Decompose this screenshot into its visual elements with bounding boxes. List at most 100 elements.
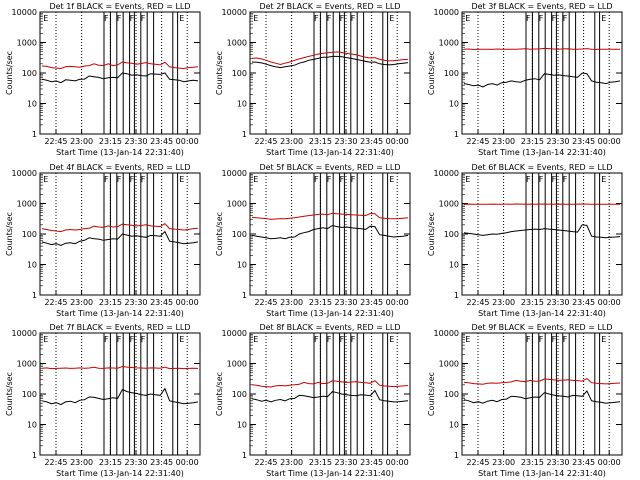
y-tick-label-9: 1000 bbox=[439, 360, 459, 369]
x-tick-label-4: 22:45 bbox=[44, 298, 67, 307]
x-tick-label-2: 23:15 bbox=[309, 137, 332, 146]
flag-label-9: F bbox=[539, 335, 544, 344]
flag-label-3: E bbox=[465, 14, 470, 23]
flag-label-1: E bbox=[43, 14, 48, 23]
y-tick-label-3: 10000 bbox=[434, 8, 459, 17]
x-tick-label-5: 23:30 bbox=[334, 298, 357, 307]
chart-title-2: Det 2f BLACK = Events, RED = LLD bbox=[259, 2, 400, 11]
flag-label-5: F bbox=[327, 175, 332, 184]
flag-label-1: F bbox=[130, 14, 135, 23]
y-axis-label-2: Counts/sec bbox=[215, 51, 224, 95]
y-tick-label-2: 10000 bbox=[222, 8, 247, 17]
x-tick-label-7: 22:45 bbox=[44, 458, 67, 467]
flag-label-1: E bbox=[179, 14, 184, 23]
flag-label-1: F bbox=[117, 14, 122, 23]
flag-label-6: F bbox=[526, 175, 531, 184]
y-axis-label-7: Counts/sec bbox=[5, 372, 14, 416]
y-tick-label-6: 1 bbox=[454, 291, 459, 300]
y-tick-label-8: 10 bbox=[237, 421, 247, 430]
flag-label-6: F bbox=[539, 175, 544, 184]
x-tick-label-1: 23:15 bbox=[99, 137, 122, 146]
flag-label-7: F bbox=[117, 335, 122, 344]
x-tick-label-4: 23:00 bbox=[70, 298, 93, 307]
flag-label-1: F bbox=[104, 14, 109, 23]
y-tick-label-1: 100 bbox=[22, 69, 37, 78]
flag-label-6: E bbox=[465, 175, 470, 184]
flag-label-5: F bbox=[340, 175, 345, 184]
x-tick-label-4: 23:45 bbox=[150, 298, 173, 307]
x-tick-label-1: 22:45 bbox=[44, 137, 67, 146]
x-tick-label-8: 23:30 bbox=[334, 458, 357, 467]
events-series-3 bbox=[463, 72, 621, 88]
x-tick-label-7: 00:00 bbox=[176, 458, 199, 467]
plot-frame-4 bbox=[39, 172, 201, 296]
x-axis-label-4: Start Time (13-Jan-14 22:31:40) bbox=[56, 309, 184, 318]
x-tick-label-7: 23:00 bbox=[70, 458, 93, 467]
flag-label-2: F bbox=[314, 14, 319, 23]
plot-frame-6 bbox=[461, 172, 623, 296]
flag-label-8: F bbox=[314, 335, 319, 344]
x-tick-label-1: 23:30 bbox=[124, 137, 147, 146]
flag-label-3: F bbox=[552, 14, 557, 23]
x-tick-label-5: 00:00 bbox=[386, 298, 409, 307]
plot-frame-1 bbox=[39, 11, 201, 135]
y-tick-label-5: 1000 bbox=[227, 200, 247, 209]
flag-label-8: F bbox=[351, 335, 356, 344]
y-tick-label-4: 10 bbox=[27, 261, 37, 270]
lld-series-2 bbox=[251, 51, 409, 66]
x-tick-label-6: 23:45 bbox=[572, 298, 595, 307]
x-axis-label-1: Start Time (13-Jan-14 22:31:40) bbox=[56, 148, 184, 157]
y-tick-label-4: 10000 bbox=[12, 169, 37, 178]
x-tick-label-2: 23:00 bbox=[280, 137, 303, 146]
flag-label-8: E bbox=[389, 335, 394, 344]
lld-series-1 bbox=[41, 61, 199, 70]
x-axis-label-2: Start Time (13-Jan-14 22:31:40) bbox=[266, 148, 394, 157]
x-tick-label-9: 22:45 bbox=[466, 458, 489, 467]
y-tick-label-5: 10 bbox=[237, 261, 247, 270]
chart-title-9: Det 9f BLACK = Events, RED = LLD bbox=[471, 323, 612, 332]
flag-label-4: E bbox=[179, 175, 184, 184]
x-tick-label-9: 23:30 bbox=[546, 458, 569, 467]
x-tick-label-2: 22:45 bbox=[254, 137, 277, 146]
x-tick-label-8: 23:00 bbox=[280, 458, 303, 467]
x-axis-label-3: Start Time (13-Jan-14 22:31:40) bbox=[478, 148, 606, 157]
x-tick-label-8: 23:15 bbox=[309, 458, 332, 467]
chart-title-7: Det 7f BLACK = Events, RED = LLD bbox=[49, 323, 190, 332]
x-tick-label-9: 23:15 bbox=[521, 458, 544, 467]
y-tick-label-9: 100 bbox=[444, 390, 459, 399]
plot-frame-2 bbox=[249, 11, 411, 135]
y-tick-label-8: 10000 bbox=[222, 329, 247, 338]
flag-label-4: F bbox=[104, 175, 109, 184]
y-tick-label-2: 1 bbox=[242, 130, 247, 139]
y-tick-label-7: 10 bbox=[27, 421, 37, 430]
y-tick-label-7: 100 bbox=[22, 390, 37, 399]
flag-label-2: E bbox=[253, 14, 258, 23]
flag-label-5: F bbox=[351, 175, 356, 184]
y-axis-label-3: Counts/sec bbox=[427, 51, 436, 95]
flag-label-2: F bbox=[351, 14, 356, 23]
y-tick-label-9: 1 bbox=[454, 451, 459, 460]
x-tick-label-9: 00:00 bbox=[598, 458, 621, 467]
flag-label-3: F bbox=[539, 14, 544, 23]
flag-label-9: F bbox=[563, 335, 568, 344]
y-tick-label-1: 1 bbox=[32, 130, 37, 139]
chart-title-6: Det 6f BLACK = Events, RED = LLD bbox=[471, 163, 612, 172]
y-axis-label-1: Counts/sec bbox=[5, 51, 14, 95]
x-tick-label-1: 00:00 bbox=[176, 137, 199, 146]
x-tick-label-3: 00:00 bbox=[598, 137, 621, 146]
y-tick-label-6: 1000 bbox=[439, 200, 459, 209]
x-tick-label-8: 00:00 bbox=[386, 458, 409, 467]
y-tick-label-7: 10000 bbox=[12, 329, 37, 338]
flag-label-7: E bbox=[179, 335, 184, 344]
y-tick-label-9: 10000 bbox=[434, 329, 459, 338]
lld-series-7 bbox=[41, 365, 199, 370]
y-tick-label-7: 1 bbox=[32, 451, 37, 460]
flag-label-5: F bbox=[314, 175, 319, 184]
y-tick-label-2: 10 bbox=[237, 100, 247, 109]
lld-series-4 bbox=[41, 222, 199, 233]
events-series-2 bbox=[251, 55, 409, 69]
y-tick-label-4: 1 bbox=[32, 291, 37, 300]
y-axis-label-8: Counts/sec bbox=[215, 372, 224, 416]
plot-frame-5 bbox=[249, 172, 411, 296]
events-series-7 bbox=[41, 387, 199, 406]
